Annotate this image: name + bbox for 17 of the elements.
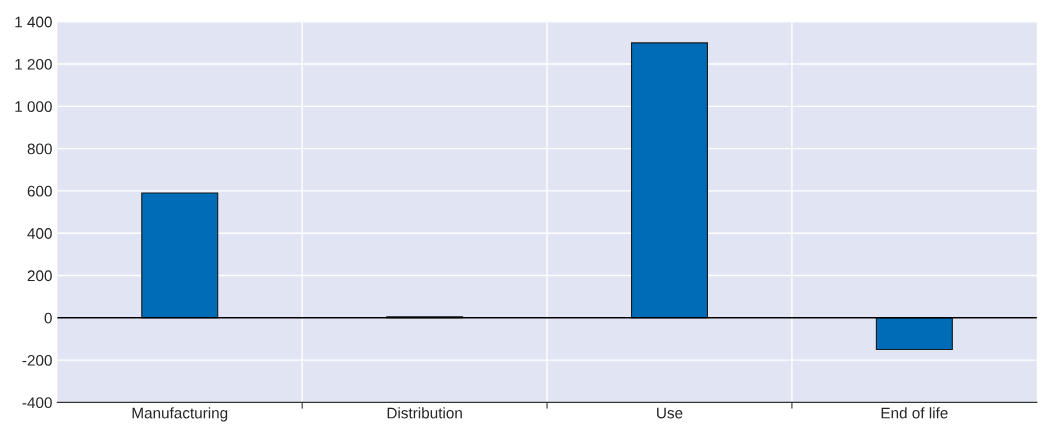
x-tick-label: Use bbox=[657, 407, 683, 419]
y-tick-label: 1 000 bbox=[15, 101, 52, 113]
y-tick-label: 0 bbox=[44, 312, 52, 324]
bar bbox=[630, 42, 708, 319]
y-tick-label: 400 bbox=[27, 228, 52, 239]
x-tick-label: End of life bbox=[881, 407, 948, 419]
y-tick-label: 1 400 bbox=[15, 16, 52, 28]
y-tick-label: -400 bbox=[22, 397, 52, 409]
bar bbox=[141, 192, 219, 319]
y-tick-label: 800 bbox=[27, 143, 52, 155]
x-tick-label: Manufacturing bbox=[132, 407, 228, 422]
y-tick-label: -200 bbox=[22, 354, 52, 366]
x-tick-label: Distribution bbox=[387, 407, 462, 419]
bar bbox=[875, 317, 953, 351]
y-tick-label: 600 bbox=[27, 185, 52, 197]
y-tick-label: 200 bbox=[27, 270, 52, 282]
y-tick-label: 1 200 bbox=[15, 58, 52, 70]
